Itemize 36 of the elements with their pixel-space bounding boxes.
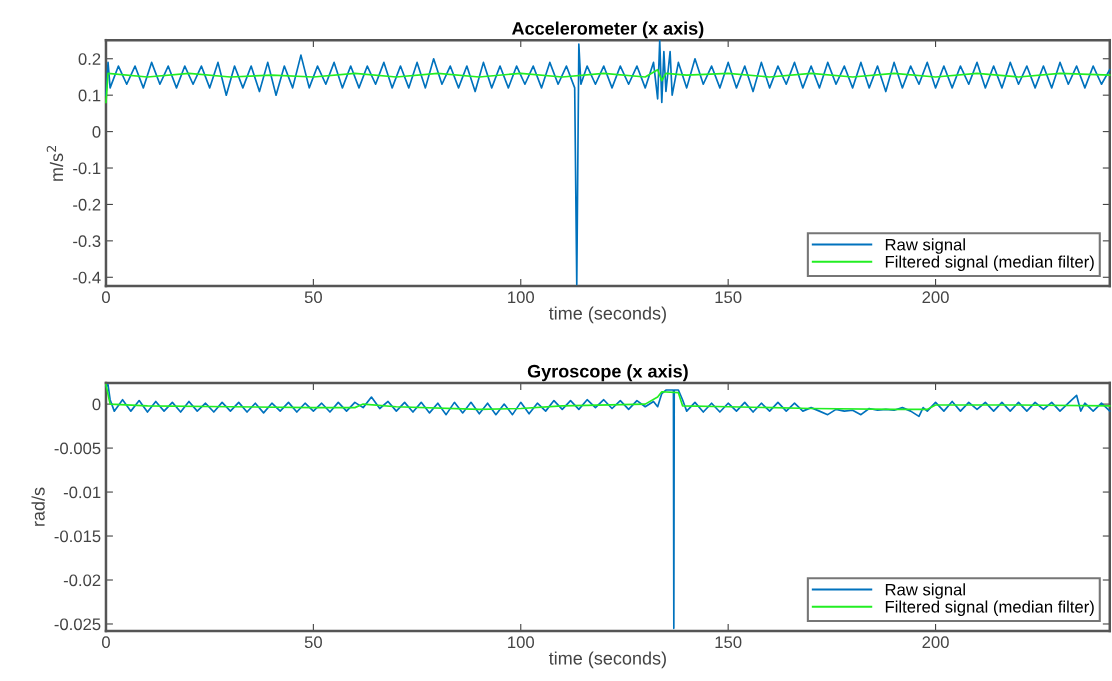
x-tick-label: 0 [101,291,110,304]
y-axis-title: rad/s [31,487,45,526]
x-tick-label: 100 [508,291,535,304]
legend-label: Raw signal [885,583,965,599]
y-tick-label: -0.01 [63,486,101,499]
x-tick-label: 200 [922,636,949,649]
chart-title: Accelerometer (x axis) [511,21,704,39]
y-axis-title: m/s$^{2}$ [46,146,64,181]
y-tick-label: -0.4 [73,271,101,284]
x-tick-label: 0 [101,636,110,649]
y-tick-label: -0.3 [73,235,101,248]
y-tick-label: -0.005 [54,442,101,455]
legend-label: Filtered signal (median filter) [885,600,1094,617]
y-tick-label: -0.02 [63,574,101,587]
y-tick-label: -0.1 [73,162,101,175]
y-tick-label: 0.2 [78,53,101,65]
chart-title: Gyroscope (x axis) [527,364,688,382]
y-tick-label: 0 [92,126,101,138]
y-tick-label: 0.1 [78,89,101,102]
line-series [105,68,1111,104]
x-tick-label: 100 [508,636,535,649]
legend-label: Raw signal [885,238,965,254]
x-tick-label: 150 [715,291,742,304]
x-axis-title: time (seconds) [548,306,666,324]
legend-label: Filtered signal (median filter) [885,255,1094,272]
y-tick-label: -0.025 [54,618,101,631]
y-tick-label: 0 [92,398,101,411]
x-tick-label: 150 [715,636,742,649]
line-series [105,383,1111,630]
x-axis-title: time (seconds) [548,651,666,669]
x-tick-label: 200 [922,291,949,304]
line-series [105,39,1111,286]
x-tick-label: 50 [304,291,322,304]
x-tick-label: 50 [304,636,322,649]
y-tick-label: -0.2 [73,198,101,211]
y-tick-label: -0.015 [54,530,101,543]
